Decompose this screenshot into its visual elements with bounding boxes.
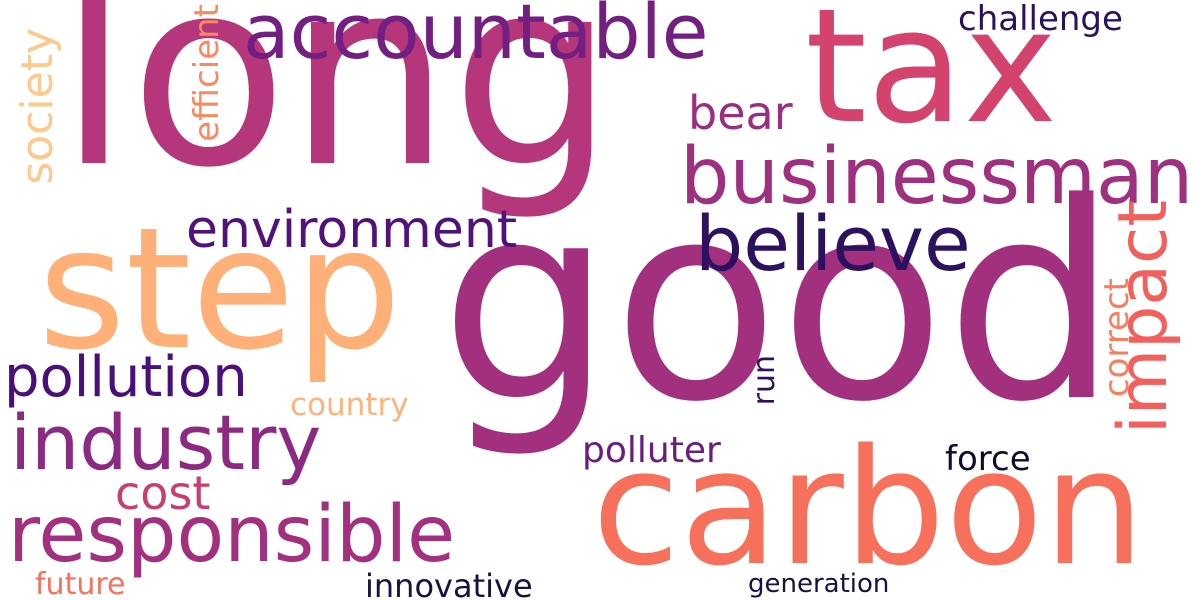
word-believe: believe xyxy=(695,199,971,288)
word-environment: environment xyxy=(186,200,518,260)
word-future: future xyxy=(35,567,126,600)
word-challenge: challenge xyxy=(958,0,1123,39)
word-tax: tax xyxy=(805,0,1058,159)
word-responsible: responsible xyxy=(8,490,456,580)
word-pollution: pollution xyxy=(4,345,248,410)
word-country: country xyxy=(290,387,409,423)
word-polluter: polluter xyxy=(582,430,721,471)
word-businessman: businessman xyxy=(680,132,1194,222)
word-accountable: accountable xyxy=(243,0,709,76)
word-industry: industry xyxy=(10,398,322,487)
word-efficient: efficient xyxy=(187,4,227,142)
word-bear: bear xyxy=(688,86,793,140)
word-good: good xyxy=(440,146,1119,462)
word-long: long xyxy=(58,0,615,224)
word-carbon: carbon xyxy=(592,414,1145,600)
word-cost: cost xyxy=(115,466,211,520)
word-run: run xyxy=(747,355,782,406)
word-society: society xyxy=(12,28,63,185)
word-innovative: innovative xyxy=(365,567,533,600)
word-generation: generation xyxy=(748,569,890,599)
word-step: step xyxy=(38,191,402,387)
word-force: force xyxy=(945,439,1031,479)
word-correct: correct xyxy=(1097,278,1137,398)
